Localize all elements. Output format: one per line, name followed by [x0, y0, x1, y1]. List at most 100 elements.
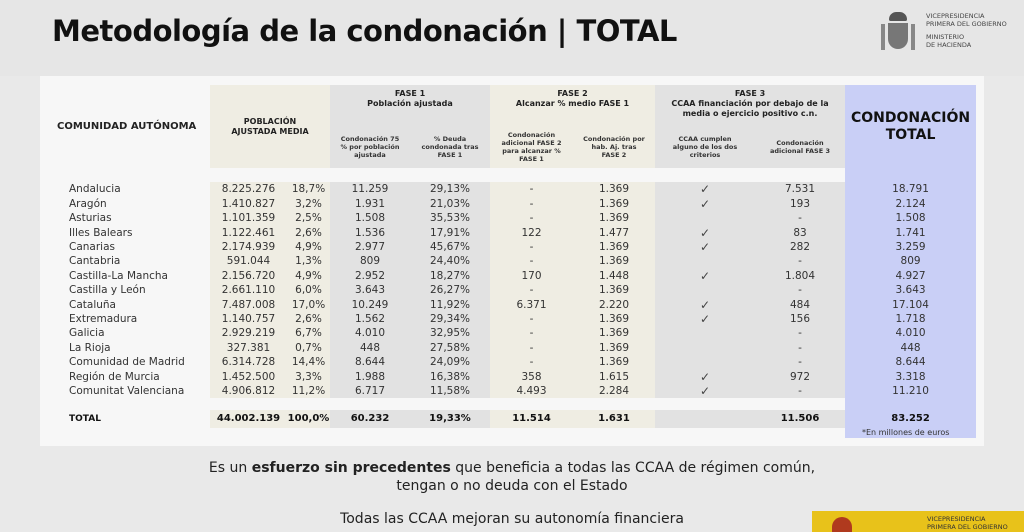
fase1-condonacion-cell: 8.644 — [330, 355, 410, 370]
fase1-pct-cell: 32,95% — [410, 326, 490, 341]
poblacion-pct-cell: 4,9% — [287, 240, 330, 255]
header-fase1: FASE 1 Población ajustada — [330, 85, 490, 125]
fase1-subtitle: Población ajustada — [367, 99, 453, 108]
fase1-title: FASE 1 — [394, 89, 426, 98]
poblacion-cell: 2.661.110 — [210, 283, 287, 298]
fase1-pct-cell: 11,58% — [410, 384, 490, 399]
poblacion-pct-cell: 2,6% — [287, 312, 330, 327]
poblacion-pct-cell: 4,9% — [287, 268, 330, 284]
fase2-condonacion-cell: - — [490, 283, 573, 298]
poblacion-cell: 2.929.219 — [210, 326, 287, 341]
total-condonacion-cell: 17.104 — [845, 297, 977, 313]
name-cell: Castilla-La Mancha — [69, 269, 168, 282]
poblacion-cell: 44.002.139 — [210, 410, 287, 429]
total-condonacion-cell: 2.124 — [845, 196, 977, 212]
fase2-por-hab-cell: 1.631 — [573, 410, 655, 429]
checkmark-icon — [655, 410, 755, 429]
table-row: Castilla-La Mancha 2.156.720 4,9% 2.952 18,2… — [55, 268, 977, 284]
coat-of-arms-icon — [880, 12, 916, 54]
table-row: Galicia 2.929.219 6,7% 4.010 32,95% -1.369-4.… — [55, 326, 977, 341]
fase1-pct-cell: 21,03% — [410, 196, 490, 212]
page-title: Metodología de la condonación | TOTAL — [52, 14, 677, 48]
poblacion-pct-cell: 3,3% — [287, 369, 330, 385]
fase2-por-hab-cell: 1.615 — [573, 369, 655, 385]
poblacion-cell: 1.140.757 — [210, 312, 287, 327]
header-fase2: FASE 2 Alcanzar % medio FASE 1 — [490, 85, 655, 125]
poblacion-pct-cell: 1,3% — [287, 254, 330, 269]
fase3-condonacion-cell: - — [755, 211, 845, 226]
total-condonacion-cell: 1.718 — [845, 312, 977, 327]
checkmark-icon: ✓ — [655, 268, 755, 284]
fase1-pct-cell: 35,53% — [410, 211, 490, 226]
poblacion-pct-cell: 11,2% — [287, 384, 330, 399]
poblacion-pct-cell: 2,5% — [287, 211, 330, 226]
header-fase3-col2: Condonación adicional FASE 3 — [755, 125, 845, 168]
checkmark-icon: ✓ — [655, 384, 755, 399]
fase1-condonacion-cell: 1.562 — [330, 312, 410, 327]
total-condonacion-cell: 1.741 — [845, 225, 977, 241]
poblacion-pct-cell: 6,0% — [287, 283, 330, 298]
fase1-pct-cell: 29,34% — [410, 312, 490, 327]
fase3-condonacion-cell: 484 — [755, 297, 845, 313]
fase2-condonacion-cell: - — [490, 211, 573, 226]
table-row: La Rioja 327.381 0,7% 448 27,58% -1.369-448 — [55, 340, 977, 356]
checkmark-icon: ✓ — [655, 182, 755, 197]
footer-logo: Vicepresidencia Primera del Gobierno — [812, 511, 1024, 532]
table-row: Asturias 1.101.359 2,5% 1.508 35,53% -1.369-1… — [55, 211, 977, 226]
table-row: Illes Balears 1.122.461 2,6% 1.536 17,91% 122… — [55, 225, 977, 241]
header-fase3: FASE 3 CCAA financiación por debajo de la… — [655, 85, 845, 125]
fase2-por-hab-cell: 1.369 — [573, 196, 655, 212]
checkmark-icon — [655, 211, 755, 226]
poblacion-cell: 8.225.276 — [210, 182, 287, 197]
name-cell: Aragón — [69, 197, 107, 210]
poblacion-pct-cell: 0,7% — [287, 340, 330, 356]
fase1-pct-cell: 29,13% — [410, 182, 490, 197]
name-cell: Canarias — [69, 241, 115, 254]
total-condonacion-cell: 11.210 — [845, 384, 977, 399]
fase2-por-hab-cell: 1.369 — [573, 312, 655, 327]
total-condonacion-cell: 3.259 — [845, 240, 977, 255]
total-condonacion-cell: 83.252 — [845, 410, 977, 429]
name-cell: Cantabria — [69, 255, 121, 268]
poblacion-cell: 1.452.500 — [210, 369, 287, 385]
fase3-condonacion-cell: - — [755, 283, 845, 298]
fase3-condonacion-cell: 1.804 — [755, 268, 845, 284]
fase3-condonacion-cell: 7.531 — [755, 182, 845, 197]
name-cell: Región de Murcia — [69, 370, 160, 383]
fase2-condonacion-cell: - — [490, 182, 573, 197]
checkmark-icon — [655, 326, 755, 341]
fase1-condonacion-cell: 2.977 — [330, 240, 410, 255]
fase2-por-hab-cell: 1.369 — [573, 340, 655, 356]
name-cell: Extremadura — [69, 313, 138, 326]
condonation-table: COMUNIDAD AUTÓNOMA POBLACIÓN AJUSTADA ME… — [55, 85, 977, 439]
name-cell: Castilla y León — [69, 284, 146, 297]
fase2-condonacion-cell: 6.371 — [490, 297, 573, 313]
fase3-condonacion-cell: 193 — [755, 196, 845, 212]
units-note: *En millones de euros — [862, 428, 950, 437]
footer-logo-line1: Vicepresidencia — [927, 515, 986, 523]
poblacion-pct-cell: 3,2% — [287, 196, 330, 212]
fase1-condonacion-cell: 6.717 — [330, 384, 410, 399]
fase3-condonacion-cell: - — [755, 384, 845, 399]
fase3-condonacion-cell: - — [755, 326, 845, 341]
gov-line3: Ministerio — [926, 33, 965, 41]
fase2-condonacion-cell: 358 — [490, 369, 573, 385]
checkmark-icon — [655, 355, 755, 370]
total-condonacion-cell: 8.644 — [845, 355, 977, 370]
fase1-condonacion-cell: 60.232 — [330, 410, 410, 429]
fase2-condonacion-cell: - — [490, 240, 573, 255]
name-cell: Andalucia — [69, 183, 121, 196]
fase1-pct-cell: 26,27% — [410, 283, 490, 298]
fase2-condonacion-cell: 122 — [490, 225, 573, 241]
crown-icon — [832, 517, 852, 532]
fase1-pct-cell: 16,38% — [410, 369, 490, 385]
fase1-pct-cell: 24,09% — [410, 355, 490, 370]
fase1-condonacion-cell: 11.259 — [330, 182, 410, 197]
name-cell: Cataluña — [69, 298, 116, 311]
checkmark-icon — [655, 340, 755, 356]
message-line2: tengan o no deuda con el Estado — [396, 478, 628, 494]
fase1-pct-cell: 45,67% — [410, 240, 490, 255]
fase2-por-hab-cell: 1.369 — [573, 254, 655, 269]
fase1-pct-cell: 27,58% — [410, 340, 490, 356]
fase3-condonacion-cell: - — [755, 355, 845, 370]
